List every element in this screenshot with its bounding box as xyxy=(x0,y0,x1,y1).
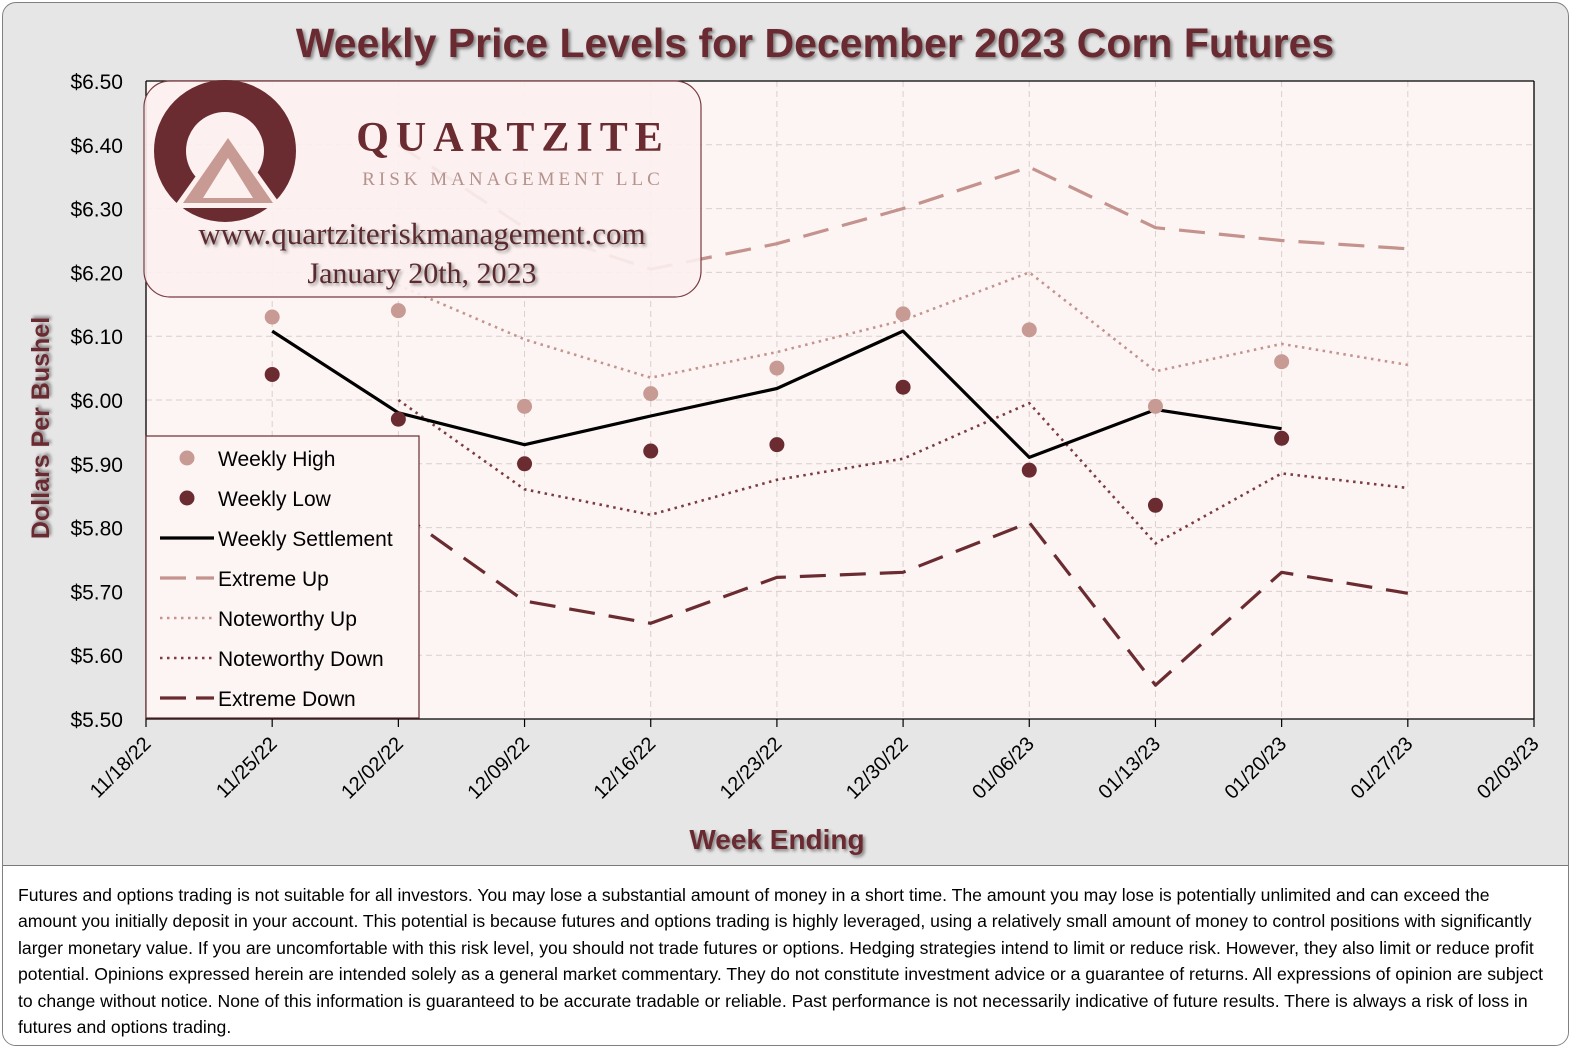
x-axis-label: Week Ending xyxy=(689,824,864,855)
logo-subtitle: RISK MANAGEMENT LLC xyxy=(362,169,664,190)
x-tick-label: 02/03/23 xyxy=(1473,733,1544,804)
x-tick-label: 12/09/22 xyxy=(463,733,534,804)
y-tick-label: $6.50 xyxy=(70,71,123,94)
logo-date: January 20th, 2023 xyxy=(307,257,536,290)
logo-name: QUARTZITE xyxy=(356,115,670,161)
weekly-low-point xyxy=(643,443,659,459)
y-tick-label: $6.40 xyxy=(70,135,123,158)
x-tick-label: 01/27/23 xyxy=(1347,733,1418,804)
weekly-high-point xyxy=(1021,322,1037,338)
y-tick-label: $5.50 xyxy=(70,709,123,732)
y-tick-label: $6.20 xyxy=(70,262,123,285)
weekly-high-point xyxy=(1274,354,1290,370)
legend: Weekly High Weekly Low Weekly Settlement Ex… xyxy=(145,435,420,719)
legend-noteworthy-down-label: Noteworthy Down xyxy=(218,648,384,671)
x-tick-label: 01/20/23 xyxy=(1221,733,1292,804)
noteworthy-down-line xyxy=(397,398,1408,545)
legend-extreme-down-label: Extreme Down xyxy=(218,688,356,711)
weekly-low-point xyxy=(390,411,406,427)
y-tick-label: $6.30 xyxy=(70,199,123,222)
y-axis-label: Dollars Per Bushel xyxy=(27,317,55,539)
y-tick-label: $5.80 xyxy=(70,518,123,541)
quartzite-logo-mark xyxy=(154,80,296,222)
legend-weekly-low-label: Weekly Low xyxy=(218,488,332,511)
y-tick-label: $5.90 xyxy=(70,454,123,477)
weekly-high-point xyxy=(517,398,533,414)
legend-weekly-high-swatch xyxy=(179,450,195,466)
weekly-high-point xyxy=(769,360,785,376)
weekly-high-point xyxy=(390,303,406,319)
logo-box: QUARTZITE RISK MANAGEMENT LLC www.quartz… xyxy=(143,80,702,298)
weekly-settlement-line xyxy=(271,329,1282,459)
x-tick-label: 12/02/22 xyxy=(337,733,408,804)
logo-website: www.quartziteriskmanagement.com xyxy=(198,216,645,251)
x-tick-label: 12/23/22 xyxy=(716,733,787,804)
weekly-high-point xyxy=(264,309,280,325)
x-tick-label: 01/13/23 xyxy=(1094,733,1165,804)
weekly-low-point xyxy=(1147,497,1163,513)
x-tick-label: 12/30/22 xyxy=(842,733,913,804)
legend-weekly-low-swatch xyxy=(179,490,195,506)
chart-title: Weekly Price Levels for December 2023 Co… xyxy=(296,20,1334,66)
y-tick-label: $6.10 xyxy=(70,326,123,349)
disclaimer-panel: Futures and options trading is not suita… xyxy=(3,865,1568,1045)
weekly-high-point xyxy=(895,306,911,322)
legend-weekly-settlement-label: Weekly Settlement xyxy=(218,528,393,551)
weekly-high-point xyxy=(643,386,659,402)
x-tick-label: 11/18/22 xyxy=(86,733,156,803)
series-layer xyxy=(264,143,1409,687)
weekly-low-point xyxy=(517,456,533,472)
weekly-low-point xyxy=(769,437,785,453)
weekly-low-point xyxy=(1274,430,1290,446)
weekly-high-point xyxy=(1147,398,1163,414)
extreme-up-line xyxy=(397,143,1408,271)
x-tick-label: 11/25/22 xyxy=(212,733,282,803)
disclaimer-text: Futures and options trading is not suita… xyxy=(18,885,1544,1038)
legend-noteworthy-up-label: Noteworthy Up xyxy=(218,608,357,631)
weekly-low-point xyxy=(895,379,911,395)
y-tick-label: $5.70 xyxy=(70,581,123,604)
y-tick-label: $5.60 xyxy=(70,645,123,668)
weekly-low-point xyxy=(1021,462,1037,478)
extreme-down-line xyxy=(397,510,1409,687)
chart-svg: $5.50 $5.60 $5.70 $5.80 $5.90 $6.00 $6.10 $6.20… xyxy=(27,20,1544,855)
weekly-low-point xyxy=(264,366,280,382)
x-tick-label: 12/16/22 xyxy=(590,733,661,804)
legend-extreme-up-label: Extreme Up xyxy=(218,568,329,591)
x-tick-label: 01/06/23 xyxy=(968,733,1039,804)
legend-weekly-high-label: Weekly High xyxy=(218,448,336,471)
y-tick-label: $6.00 xyxy=(70,390,123,413)
